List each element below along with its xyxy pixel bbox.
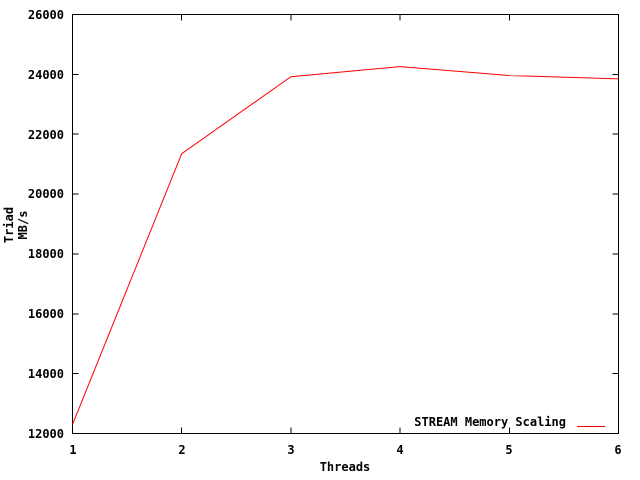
y-tick-label: 16000: [27, 307, 64, 321]
x-axis-title: Threads: [319, 460, 371, 474]
x-tick-label: 1: [69, 443, 77, 457]
x-tick-label: 3: [287, 443, 295, 457]
y-tick-label: 22000: [27, 128, 64, 142]
y-tick-label: 24000: [27, 68, 64, 82]
y-tick-label: 12000: [27, 427, 64, 441]
y-tick-label: 20000: [27, 187, 64, 201]
y-tick-label: 18000: [27, 247, 64, 261]
x-tick-label: 6: [614, 443, 622, 457]
x-tick-label: 5: [505, 443, 513, 457]
y-tick-label: 26000: [27, 8, 64, 22]
legend-series-label: STREAM Memory Scaling: [414, 415, 566, 429]
x-tick-label: 4: [396, 443, 404, 457]
x-tick-label: 2: [178, 443, 186, 457]
y-tick-label: 14000: [27, 367, 64, 381]
